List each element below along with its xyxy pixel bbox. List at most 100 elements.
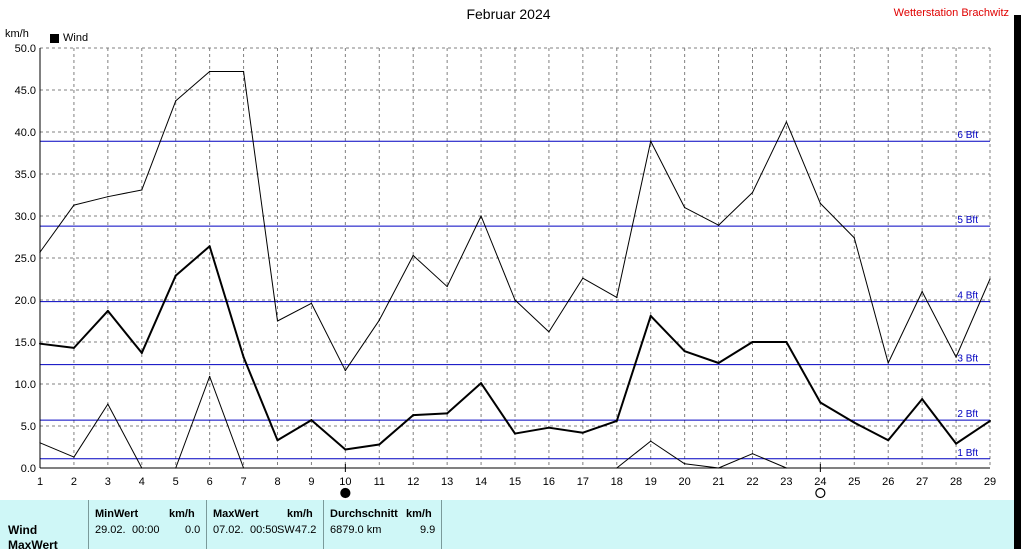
full-moon-icon xyxy=(815,487,826,499)
y-tick-label: 15.0 xyxy=(15,337,36,349)
y-tick-label: 25.0 xyxy=(15,253,36,265)
stats-max-dir: SW xyxy=(277,524,295,536)
series-max-segment xyxy=(650,140,686,209)
series-mean-point xyxy=(446,412,448,414)
y-tick-label: 35.0 xyxy=(15,169,36,181)
series-max-segment xyxy=(887,291,923,364)
series-max-point xyxy=(39,251,41,253)
series-min-point xyxy=(242,467,245,469)
series-max-point xyxy=(785,121,788,123)
station-name: Wetterstation Brachwitz xyxy=(893,7,1009,19)
y-tick-label: 10.0 xyxy=(15,379,36,391)
stats-row-maxwert: MaxWert xyxy=(8,538,58,552)
series-mean-point xyxy=(989,420,991,422)
legend-swatch xyxy=(50,33,59,43)
wind-chart: 1 Bft 2 Bft 3 Bft 4 Bft 5 Bft 6 Bft 0.0 5.0 10.0… xyxy=(15,43,996,499)
series-mean-point xyxy=(378,443,380,446)
series-max-segment xyxy=(582,277,618,298)
series-mean-segment xyxy=(514,426,550,435)
series-max-point xyxy=(446,285,448,288)
series-mean-segment xyxy=(310,419,347,451)
beaufort-label: 1 Bft xyxy=(957,448,978,459)
series-mean-point xyxy=(717,362,720,364)
series-max-point xyxy=(548,331,550,333)
stats-max-cell: MaxWert km/h 07.02. 00:50 SW 47.2 xyxy=(206,500,323,549)
series-mean-point xyxy=(141,352,143,354)
x-tick-label: 24 xyxy=(814,476,826,488)
series-mean-point xyxy=(853,422,855,424)
x-tick-label: 22 xyxy=(746,476,758,488)
series-mean-point xyxy=(887,439,889,441)
series-mean-point xyxy=(650,315,652,317)
series-mean-point xyxy=(785,341,788,343)
series-max-segment xyxy=(141,100,177,191)
x-tick-label: 13 xyxy=(441,476,453,488)
series-mean-point xyxy=(39,343,41,345)
series-mean-point xyxy=(751,341,754,343)
beaufort-label: 6 Bft xyxy=(957,130,978,141)
series-mean-point xyxy=(209,245,211,247)
stats-avg-distance: 6879.0 km xyxy=(330,524,382,536)
series-max-point xyxy=(378,319,380,321)
series-max-segment xyxy=(819,202,855,239)
stats-min-date: 29.02. xyxy=(95,524,126,536)
y-tick-label: 5.0 xyxy=(21,421,36,433)
series-max-point xyxy=(853,237,855,239)
series-mean-point xyxy=(175,275,177,277)
series-min-point xyxy=(209,375,211,378)
stats-max-time: 00:50 xyxy=(250,524,278,536)
series-max-segment xyxy=(378,254,414,321)
series-min-segment xyxy=(175,375,211,469)
series-mean-segment xyxy=(208,245,245,359)
series-mean-segment xyxy=(344,443,381,451)
series-max-point xyxy=(242,70,245,73)
series-min-point xyxy=(751,453,754,455)
y-tick-label: 45.0 xyxy=(15,85,36,97)
series-mean-segment xyxy=(581,419,618,434)
series-mean-segment xyxy=(174,245,211,277)
stats-max-unit: km/h xyxy=(287,508,313,520)
stats-min-header: MinWert xyxy=(95,508,139,520)
x-tick-label: 3 xyxy=(105,476,111,488)
series-min-segment xyxy=(718,453,753,469)
x-tick-label: 2 xyxy=(71,476,77,488)
series-mean-point xyxy=(582,432,584,434)
series-max-point xyxy=(616,296,618,299)
x-tick-label: 15 xyxy=(509,476,521,488)
series-min-segment xyxy=(616,440,652,469)
series-max-point xyxy=(310,302,313,304)
series-max-segment xyxy=(548,277,584,333)
series-mean-segment xyxy=(276,419,313,442)
series-min-point xyxy=(785,467,788,469)
series-min-point xyxy=(175,467,177,469)
x-tick-label: 8 xyxy=(274,476,280,488)
series-mean-point xyxy=(242,356,245,358)
series-max-segment xyxy=(446,215,482,288)
x-tick-label: 18 xyxy=(611,476,623,488)
y-tick-label: 50.0 xyxy=(15,43,36,55)
series-mean-segment xyxy=(140,274,177,354)
beaufort-label: 5 Bft xyxy=(957,215,978,226)
series-mean-segment xyxy=(785,341,822,404)
stats-max-value: 47.2 xyxy=(295,524,317,536)
series-mean-point xyxy=(344,448,346,451)
series-max-segment xyxy=(514,299,550,333)
series-mean-segment xyxy=(683,350,720,364)
series-max-point xyxy=(141,189,143,191)
legend: Wind xyxy=(50,32,88,44)
x-tick-label: 28 xyxy=(950,476,962,488)
stats-min-cell: MinWert km/h 29.02. 00:00 0.0 xyxy=(88,500,206,549)
series-max-point xyxy=(73,204,75,206)
x-tick-label: 5 xyxy=(173,476,179,488)
series-min-segment xyxy=(684,463,720,469)
series-min-point xyxy=(650,440,652,442)
series-mean-point xyxy=(107,310,109,312)
x-tick-label: 4 xyxy=(139,476,145,488)
x-tick-label: 21 xyxy=(712,476,724,488)
series-mean-point xyxy=(616,420,618,422)
series-min-segment xyxy=(209,375,245,469)
chart-title: Februar 2024 xyxy=(466,6,551,22)
series-mean-point xyxy=(819,401,821,404)
x-tick-label: 10 xyxy=(339,476,351,488)
series-max-segment xyxy=(785,121,821,204)
